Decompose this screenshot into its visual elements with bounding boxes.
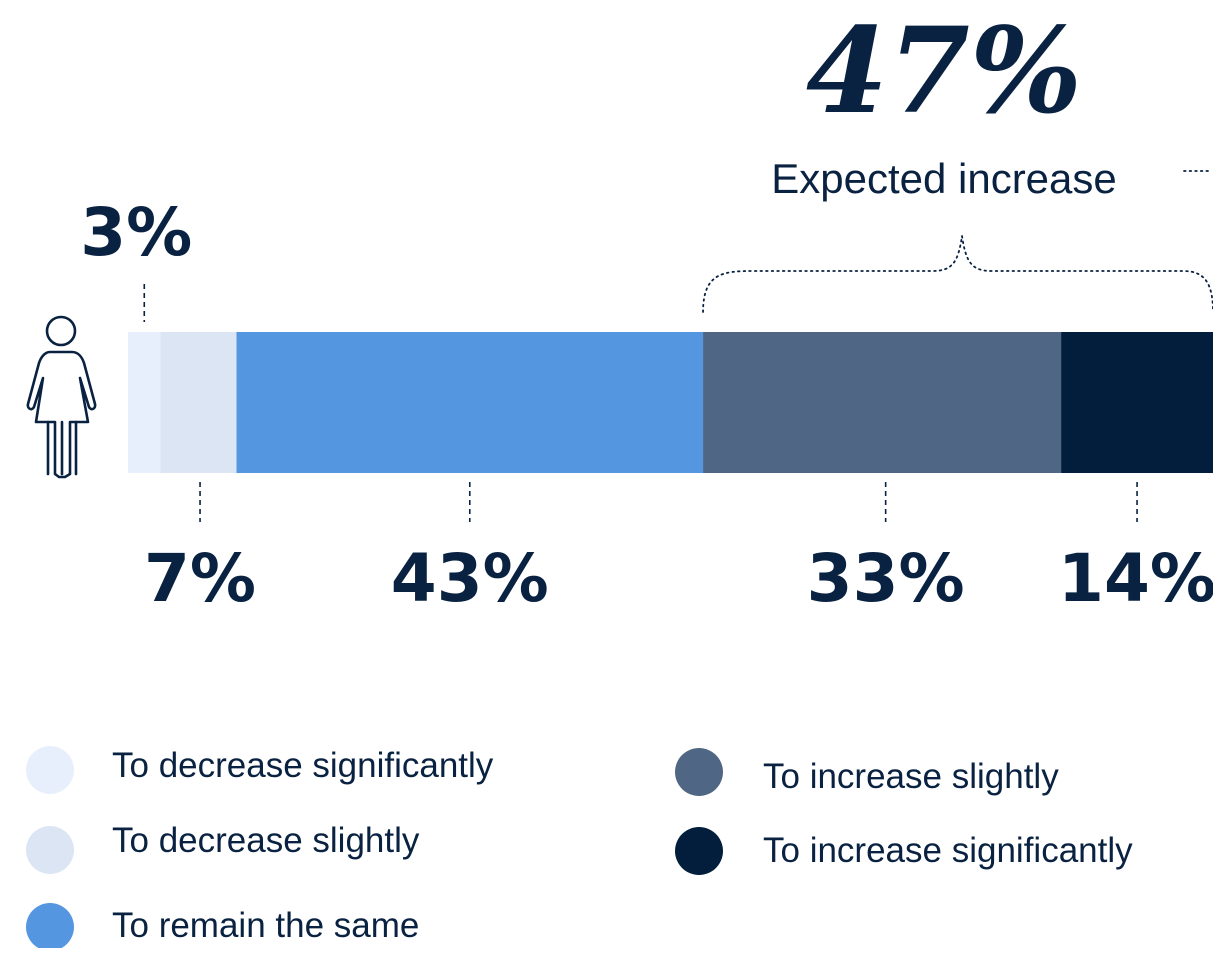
bar-segments [128,332,1213,473]
legend-swatch-5 [675,827,723,875]
legend-label-1: To decrease significantly [112,746,494,785]
bracket-value: 47% [806,1,1082,140]
legend: To decrease significantly To decrease sli… [26,746,1133,951]
value-leaders [143,284,1138,522]
legend-label-3: To remain the same [112,906,419,945]
bar-segment-5 [1061,332,1213,473]
legend-label-2: To decrease slightly [112,821,420,860]
woman-icon [26,315,97,479]
bracket-label: Expected increase [771,155,1117,202]
value-label-2: 7% [144,540,256,617]
value-label-3: 43% [391,540,549,617]
value-labels: 3% 7% 43% 33% 14% [80,194,1213,617]
legend-swatch-3 [26,903,74,951]
bar-segment-3 [236,332,704,473]
value-label-1: 3% [80,194,192,271]
legend-swatch-1 [26,746,74,794]
value-label-4: 33% [807,540,965,617]
expected-increase-bracket [702,235,1213,313]
legend-label-5: To increase significantly [763,831,1133,870]
value-label-5: 14% [1058,540,1213,617]
legend-label-4: To increase slightly [763,757,1059,796]
bar-segment-2 [160,332,237,473]
legend-swatch-4 [675,748,723,796]
legend-swatch-2 [26,826,74,874]
bar-segment-4 [703,332,1062,473]
bar-segment-1 [128,332,161,473]
